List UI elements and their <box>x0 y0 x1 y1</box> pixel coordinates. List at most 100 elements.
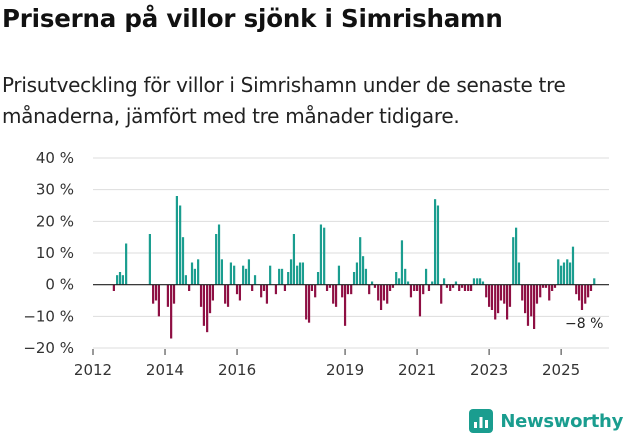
bar <box>508 284 512 307</box>
bar <box>458 284 461 291</box>
bar <box>566 259 569 285</box>
y-tick-label: −20 % <box>23 339 74 357</box>
bar <box>341 284 344 298</box>
bar <box>262 284 266 291</box>
bar <box>535 284 539 304</box>
bar <box>562 262 566 285</box>
bar <box>224 284 227 304</box>
bar <box>352 272 356 285</box>
bar <box>449 284 452 291</box>
newsworthy-logo-text: Newsworthy <box>500 410 623 432</box>
bar <box>370 281 374 285</box>
bar <box>242 265 245 285</box>
bar <box>343 284 347 326</box>
bar <box>206 284 209 333</box>
bar <box>217 224 221 285</box>
bar <box>215 234 218 285</box>
bar <box>413 284 416 291</box>
bar <box>118 272 122 285</box>
bar <box>515 227 518 285</box>
bar-chart: −20 %−10 %0 %10 %20 %30 %40 % 2012 2014 20… <box>23 149 609 379</box>
bar <box>517 262 521 285</box>
y-tick-label: 20 % <box>36 212 74 230</box>
bar <box>292 234 296 285</box>
newsworthy-logo: Newsworthy <box>469 409 623 433</box>
bar <box>478 278 482 285</box>
bar <box>235 284 239 295</box>
bar <box>328 284 332 288</box>
bar <box>404 268 407 285</box>
bar <box>316 272 320 285</box>
bar <box>310 284 314 291</box>
annotations: −8 % <box>565 316 603 332</box>
bar <box>251 284 254 291</box>
chart-title: Priserna på villor sjönk i Simrishamn <box>2 4 503 33</box>
bar <box>539 284 542 298</box>
bar <box>199 284 203 307</box>
bar <box>494 284 497 320</box>
bar <box>422 284 425 295</box>
bar <box>424 268 428 285</box>
bar <box>548 284 551 301</box>
bar <box>260 284 263 298</box>
bar <box>238 284 242 301</box>
bar <box>445 284 449 288</box>
bar <box>533 284 536 329</box>
bar <box>233 265 236 285</box>
bar <box>332 284 335 304</box>
bar <box>571 246 575 285</box>
bar <box>334 284 338 307</box>
bar <box>226 284 230 307</box>
y-tick-label: 30 % <box>36 181 74 199</box>
bar <box>418 284 422 317</box>
bar <box>148 234 151 285</box>
bar <box>580 284 584 310</box>
bar <box>377 284 380 301</box>
bar <box>512 237 515 285</box>
bar <box>346 284 350 295</box>
y-axis-labels: −20 % −10 % 0 % 10 % 20 % 30 % 40 % <box>23 149 74 357</box>
bar <box>454 281 458 285</box>
bar <box>427 284 431 291</box>
bar <box>229 262 233 285</box>
bar <box>409 284 413 298</box>
bar <box>208 284 212 314</box>
bar <box>469 284 473 291</box>
bar <box>553 284 557 288</box>
x-tick-label: 2025 <box>542 361 580 379</box>
bar <box>157 284 160 317</box>
bar <box>170 284 173 339</box>
bar <box>364 268 368 285</box>
bar <box>116 275 119 285</box>
bar <box>269 265 272 285</box>
bar <box>350 284 353 295</box>
bar <box>557 259 560 285</box>
bar <box>337 265 341 285</box>
bar <box>190 262 194 285</box>
bar <box>589 284 593 291</box>
bar <box>388 284 392 291</box>
bars <box>93 196 609 339</box>
bar <box>490 284 494 310</box>
bar <box>400 240 404 285</box>
bar <box>560 265 563 285</box>
bar <box>472 278 476 285</box>
bar <box>244 268 248 285</box>
bar <box>373 284 377 288</box>
bar <box>280 268 284 285</box>
y-tick-label: 0 % <box>45 276 74 294</box>
bar <box>179 205 182 285</box>
bar <box>551 284 554 291</box>
bar <box>503 284 506 304</box>
bar <box>305 284 308 320</box>
bar <box>368 284 371 295</box>
bar <box>184 275 187 285</box>
bar <box>544 284 548 288</box>
bar <box>220 259 224 285</box>
x-tick-label: 2012 <box>74 361 112 379</box>
bar <box>319 224 323 285</box>
bar <box>166 284 169 307</box>
bar <box>406 281 410 285</box>
bar <box>542 284 545 288</box>
bar <box>440 284 443 304</box>
